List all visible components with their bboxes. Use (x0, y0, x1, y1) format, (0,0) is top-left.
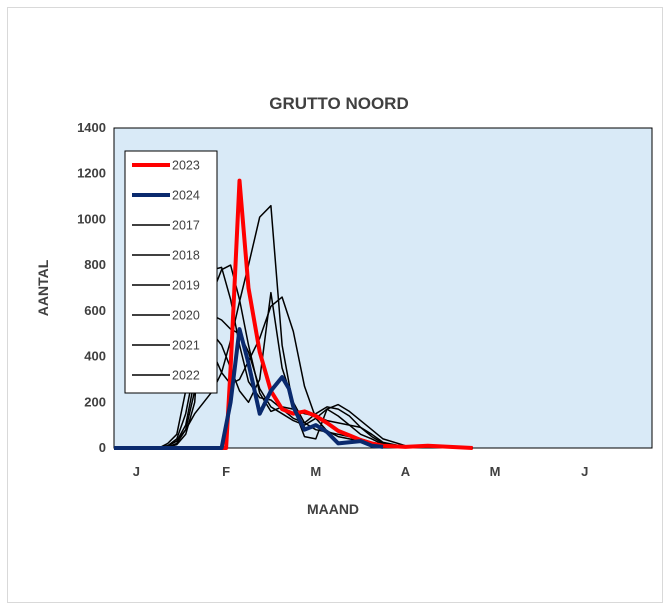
legend-label-2023: 2023 (172, 159, 200, 173)
series-line-2024 (114, 327, 384, 450)
x-tick-label: J (133, 464, 140, 479)
y-axis-title: AANTAL (35, 259, 51, 316)
x-axis-ticks: JFMAMJJ (133, 464, 589, 479)
series-line-2019 (114, 305, 473, 449)
x-axis-title: MAAND (307, 501, 359, 517)
legend-label-2018: 2018 (172, 249, 200, 263)
y-tick-label: 1200 (77, 166, 106, 181)
y-tick-label: 800 (84, 257, 106, 272)
legend: 2023 2024 2017 2018 2019 2020 2021 2022 (124, 150, 218, 394)
legend-label-2020: 2020 (172, 309, 200, 323)
y-axis-ticks: 0 200 400 600 800 1000 1200 1400 (77, 120, 106, 455)
series-line-2022 (114, 204, 473, 449)
x-tick-label: A (401, 464, 411, 479)
legend-box (124, 150, 218, 394)
chart-frame: GRUTTO NOORD 0 200 400 600 800 1000 1200 1400 J… (7, 7, 663, 603)
legend-label-2019: 2019 (172, 279, 200, 293)
y-tick-label: 600 (84, 303, 106, 318)
x-tick-label: M (490, 464, 501, 479)
y-tick-label: 1400 (77, 120, 106, 135)
y-tick-label: 1000 (77, 211, 106, 226)
y-tick-label: 200 (84, 394, 106, 409)
legend-label-2017: 2017 (172, 219, 200, 233)
x-tick-label: J (581, 464, 588, 479)
y-tick-label: 0 (99, 440, 106, 455)
legend-label-2021: 2021 (172, 339, 200, 353)
legend-label-2022: 2022 (172, 369, 200, 383)
chart: GRUTTO NOORD 0 200 400 600 800 1000 1200 1400 J… (35, 94, 653, 517)
x-tick-label: M (310, 464, 321, 479)
y-tick-label: 400 (84, 349, 106, 364)
chart-title: GRUTTO NOORD (269, 94, 408, 113)
legend-label-2024: 2024 (172, 189, 200, 203)
x-tick-label: F (222, 464, 230, 479)
